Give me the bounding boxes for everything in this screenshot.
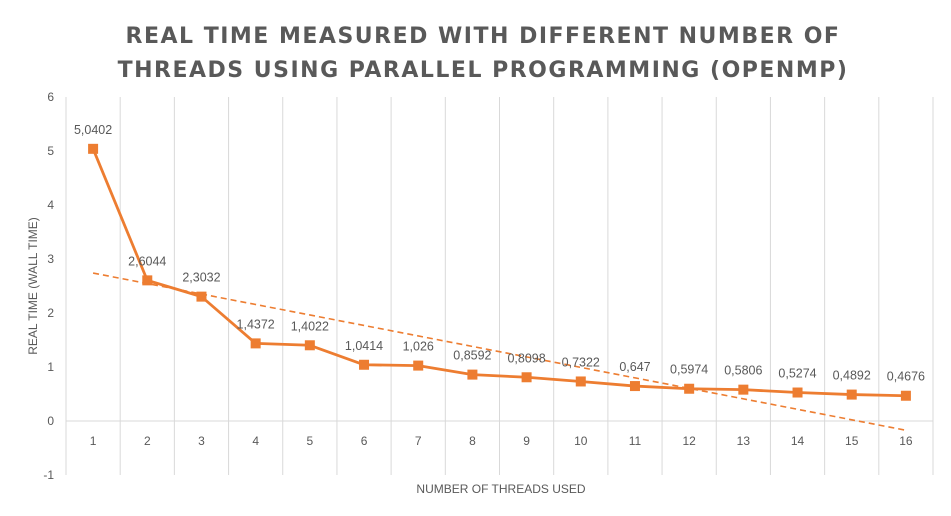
data-point-marker — [900, 390, 911, 401]
data-point-marker — [629, 381, 640, 392]
x-tick-label: 1 — [90, 434, 97, 448]
trendline-layer — [92, 272, 909, 432]
x-tick-label: 12 — [682, 434, 696, 448]
x-tick-label: 4 — [252, 434, 259, 448]
data-label: 0,4892 — [833, 369, 871, 383]
y-tick-label: -1 — [43, 468, 54, 482]
data-point-marker — [575, 376, 586, 387]
x-tick-label: 14 — [791, 434, 805, 448]
data-label: 2,6044 — [128, 254, 166, 268]
y-tick-label: 0 — [47, 414, 54, 428]
data-point-marker — [304, 340, 315, 351]
x-tick-label: 10 — [574, 434, 588, 448]
y-tick-label: 4 — [47, 198, 54, 212]
data-point-marker — [792, 387, 803, 398]
y-tick-label: 1 — [47, 360, 54, 374]
x-tick-label: 2 — [144, 434, 151, 448]
x-tick-label: 16 — [899, 434, 913, 448]
chart-title-line-2: THREADS USING PARALLEL PROGRAMMING (OPEN… — [118, 58, 849, 83]
x-tick-label: 3 — [198, 434, 205, 448]
y-tick-label: 6 — [47, 90, 54, 104]
y-tick-label: 3 — [47, 252, 54, 266]
x-tick-label: 6 — [361, 434, 368, 448]
data-label: 1,4022 — [291, 319, 329, 333]
y-tick-label: 2 — [47, 306, 54, 320]
x-tick-label: 9 — [523, 434, 530, 448]
data-point-marker — [196, 291, 207, 302]
data-point-marker — [359, 359, 370, 370]
data-point-marker — [684, 383, 695, 394]
data-label: 5,0402 — [74, 123, 112, 137]
data-point-marker — [521, 372, 532, 383]
data-label: 1,4372 — [237, 317, 275, 331]
data-label: 0,8592 — [453, 349, 491, 363]
data-label: 1,026 — [403, 340, 434, 354]
x-axis-ticks: 1 2 3 4 5 6 7 8 9 10 11 12 13 14 15 16 — [90, 434, 913, 448]
data-point-marker — [738, 384, 749, 395]
data-point-marker — [467, 369, 478, 380]
x-tick-label: 11 — [629, 434, 642, 448]
data-point-marker — [142, 275, 153, 286]
data-label: 0,647 — [619, 360, 650, 374]
series-layer — [88, 143, 911, 401]
data-point-marker — [88, 143, 99, 154]
x-axis-title: NUMBER OF THREADS USED — [416, 482, 585, 496]
x-tick-label: 15 — [845, 434, 859, 448]
data-label: 0,5274 — [778, 367, 816, 381]
data-labels: 5,0402 2,6044 2,3032 1,4372 1,4022 1,0414 1,02… — [74, 123, 925, 384]
x-tick-label: 7 — [415, 434, 422, 448]
x-tick-label: 13 — [737, 434, 751, 448]
y-axis-ticks: -1 0 1 2 3 4 5 6 — [43, 90, 54, 482]
y-axis-title: REAL TIME (WALL TIME) — [26, 217, 40, 355]
data-point-marker — [846, 389, 857, 400]
x-tick-label: 8 — [469, 434, 476, 448]
data-label: 2,3032 — [182, 271, 220, 285]
trendline — [92, 272, 909, 432]
data-label: 0,5974 — [670, 363, 708, 377]
data-point-marker — [250, 338, 261, 349]
data-label: 0,4676 — [887, 370, 925, 384]
series-line — [91, 148, 906, 398]
data-label: 0,7322 — [562, 355, 600, 369]
chart-title-line-1: REAL TIME MEASURED WITH DIFFERENT NUMBER… — [126, 24, 841, 49]
gridlines — [65, 97, 934, 475]
data-label: 0,8098 — [507, 351, 545, 365]
x-tick-label: 5 — [307, 434, 314, 448]
data-label: 0,5806 — [724, 364, 762, 378]
data-point-marker — [413, 360, 424, 371]
y-tick-label: 5 — [47, 144, 54, 158]
data-label: 1,0414 — [345, 339, 383, 353]
